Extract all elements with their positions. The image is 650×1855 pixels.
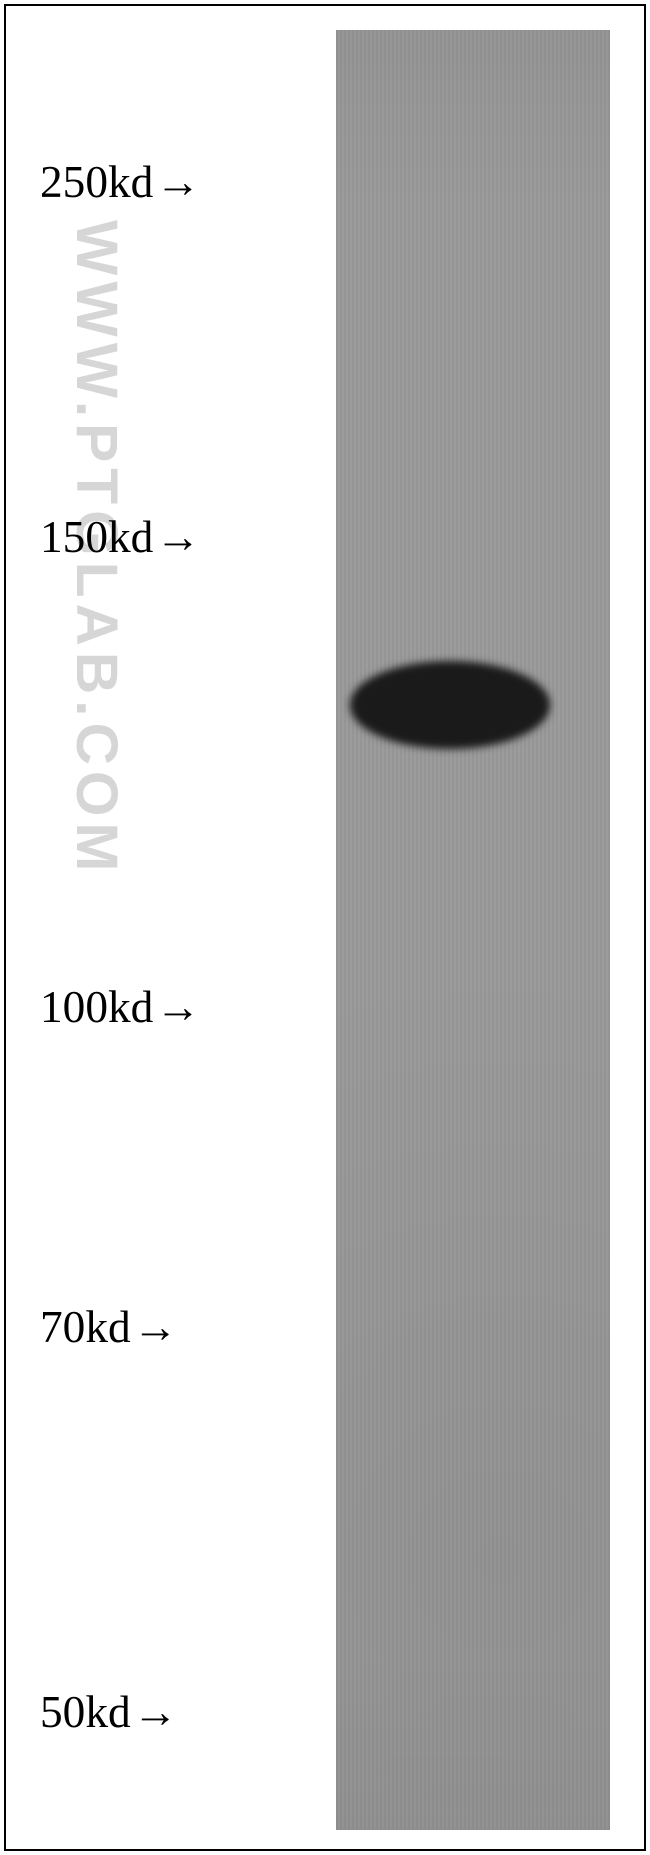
arrow-right-icon: → (155, 156, 200, 208)
mw-marker: 50kd→ (40, 1686, 178, 1738)
mw-marker-label: 50kd (40, 1686, 131, 1738)
mw-marker: 150kd→ (40, 511, 201, 563)
mw-marker: 70kd→ (40, 1301, 178, 1353)
arrow-right-icon: → (133, 1301, 178, 1353)
mw-marker-label: 250kd (40, 156, 153, 208)
mw-marker: 100kd→ (40, 981, 201, 1033)
arrow-right-icon: → (155, 981, 200, 1033)
mw-marker-label: 100kd (40, 981, 153, 1033)
protein-band (350, 661, 550, 749)
arrow-right-icon: → (155, 511, 200, 563)
mw-marker: 250kd→ (40, 156, 201, 208)
blot-lane (336, 30, 610, 1830)
mw-marker-label: 150kd (40, 511, 153, 563)
arrow-right-icon: → (133, 1686, 178, 1738)
mw-marker-label: 70kd (40, 1301, 131, 1353)
